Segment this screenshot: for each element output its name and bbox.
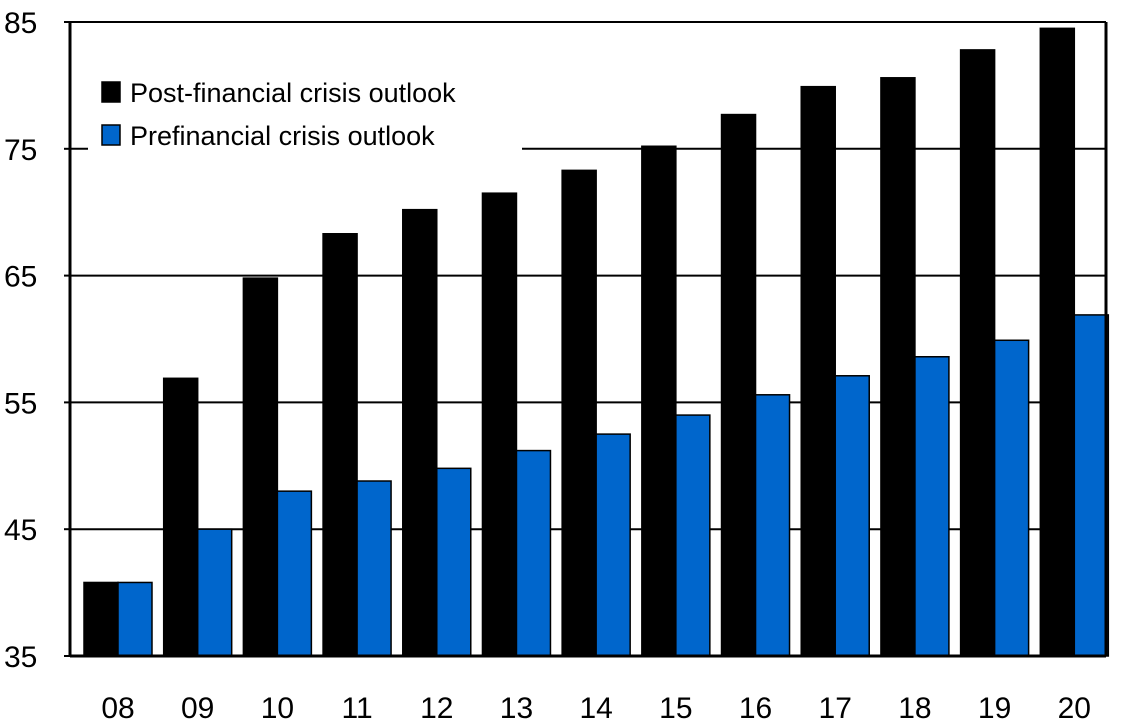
bar-post-crisis-09 — [162, 377, 199, 657]
x-tick-label: 16 — [739, 692, 772, 725]
bar-post-crisis-16 — [720, 113, 757, 657]
bar-pre-crisis-10 — [276, 490, 313, 657]
bar-pre-crisis-13 — [515, 449, 552, 657]
bar-pre-crisis-19 — [993, 339, 1030, 657]
x-tick-label: 11 — [341, 692, 372, 725]
y-tick-label: 85 — [4, 7, 37, 40]
x-tick-label: 08 — [101, 692, 134, 725]
bar-post-crisis-08 — [83, 581, 119, 657]
bar-post-crisis-12 — [402, 208, 438, 657]
bar-pre-crisis-08 — [117, 581, 153, 657]
y-tick-label: 45 — [4, 514, 37, 547]
y-tick-label: 55 — [4, 387, 37, 420]
x-tick-label: 20 — [1058, 692, 1091, 725]
x-tick-label: 17 — [819, 692, 852, 725]
bar-pre-crisis-09 — [196, 528, 233, 657]
bar-pre-crisis-20 — [1073, 314, 1110, 657]
bar-pre-crisis-17 — [834, 375, 870, 657]
bar-pre-crisis-12 — [436, 467, 472, 657]
bar-post-crisis-14 — [561, 169, 597, 657]
x-tick-label: 14 — [579, 692, 612, 725]
axes — [64, 21, 1108, 658]
x-tick-label: 13 — [500, 692, 533, 725]
y-tick-label: 65 — [4, 261, 37, 294]
legend-swatch-post-crisis — [101, 81, 121, 103]
bar-post-crisis-13 — [481, 192, 518, 657]
bar-post-crisis-17 — [800, 85, 836, 657]
x-tick-label: 15 — [659, 692, 692, 725]
bar-post-crisis-15 — [641, 145, 677, 657]
x-tick-label: 09 — [181, 692, 214, 725]
bar-pre-crisis-14 — [595, 433, 631, 657]
bar-pre-crisis-16 — [754, 394, 791, 657]
x-tick-label: 10 — [261, 692, 294, 725]
legend-background — [88, 70, 522, 158]
y-tick-label: 35 — [4, 641, 37, 674]
y-tick-labels: 35 45 55 65 75 85 — [4, 7, 37, 674]
bar-pre-crisis-18 — [914, 356, 950, 657]
bar-pre-crisis-11 — [356, 480, 392, 657]
x-tick-label: 19 — [978, 692, 1011, 725]
bars — [83, 27, 1110, 657]
legend-label-post-crisis: Post-financial crisis outlook — [130, 78, 456, 108]
x-tick-labels: 08 09 10 11 12 13 14 15 16 17 18 19 20 — [101, 692, 1091, 725]
bar-pre-crisis-15 — [675, 414, 711, 657]
x-tick-label: 18 — [898, 692, 931, 725]
bar-post-crisis-20 — [1039, 27, 1076, 657]
bar-post-crisis-19 — [959, 49, 996, 657]
bar-post-crisis-18 — [880, 77, 916, 657]
legend-swatch-pre-crisis — [101, 124, 121, 146]
legend: Post-financial crisis outlook Prefinancia… — [88, 70, 522, 158]
y-tick-label: 75 — [4, 134, 37, 167]
x-tick-label: 12 — [420, 692, 453, 725]
legend-label-pre-crisis: Prefinancial crisis outlook — [130, 121, 435, 151]
bar-post-crisis-10 — [242, 277, 279, 657]
bar-post-crisis-11 — [322, 233, 358, 657]
